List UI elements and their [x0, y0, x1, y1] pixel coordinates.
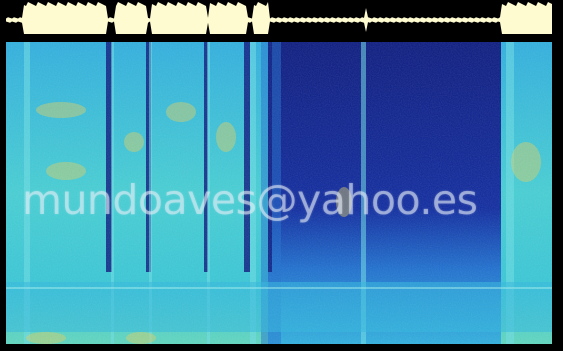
spectrogram-grain — [6, 42, 552, 344]
waveform-strip — [6, 0, 552, 40]
waveform-envelope — [6, 2, 552, 34]
spectrogram-image — [6, 42, 552, 344]
